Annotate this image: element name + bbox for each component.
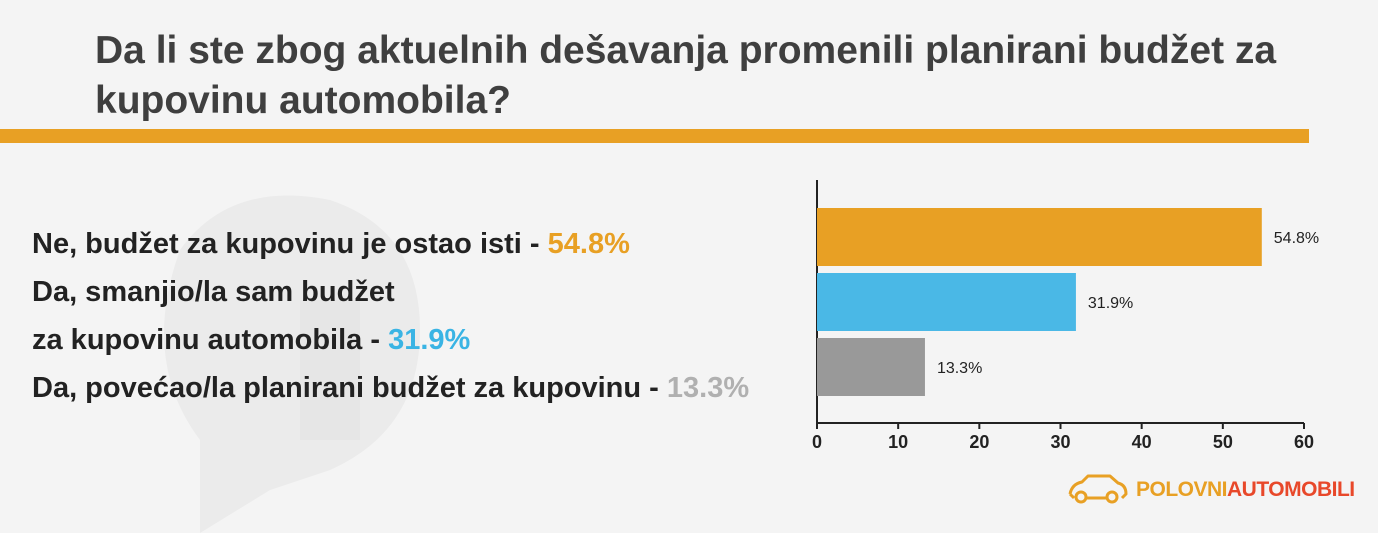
x-tick-label: 0: [812, 432, 822, 452]
car-logo-icon: [1068, 474, 1128, 504]
legend-text: Da, smanjio/la sam budžet: [32, 276, 395, 308]
page-title: Da li ste zbog aktuelnih dešavanja prome…: [95, 29, 1277, 122]
bar-data-label: 13.3%: [937, 360, 982, 377]
legend-text: za kupovinu automobila -: [32, 324, 389, 356]
legend: Ne, budžet za kupovinu je ostao isti - 5…: [32, 220, 749, 412]
brand-name: POLOVNIAUTOMOBILI: [1136, 478, 1355, 502]
x-tick-label: 30: [1050, 432, 1070, 452]
brand-name-part1: POLOVNI: [1136, 478, 1228, 501]
bar-data-label: 54.8%: [1274, 230, 1319, 247]
x-tick-label: 50: [1213, 432, 1233, 452]
legend-row: za kupovinu automobila - 31.9%: [32, 316, 749, 364]
x-tick-label: 20: [969, 432, 989, 452]
bar: [817, 338, 925, 396]
legend-percent: 13.3%: [666, 372, 750, 404]
legend-text: Da, povećao/la planirani budžet za kupov…: [32, 372, 667, 404]
brand-name-part2: AUTOMOBILI: [1227, 478, 1355, 501]
title-underline: [0, 129, 1309, 143]
background-logo-watermark: [164, 195, 420, 533]
legend-text: Ne, budžet za kupovinu je ostao isti -: [32, 228, 548, 260]
legend-row: Da, smanjio/la sam budžet: [32, 268, 749, 316]
bar: [817, 208, 1262, 266]
bar-data-label: 31.9%: [1088, 295, 1133, 312]
x-tick-label: 10: [888, 432, 908, 452]
brand-logo: POLOVNIAUTOMOBILI: [1066, 470, 1355, 510]
x-tick-label: 40: [1132, 432, 1152, 452]
bar-chart: 54.8% 31.9% 13.3% 0 10 20 30 40 50 60: [812, 180, 1319, 452]
bar: [817, 273, 1076, 331]
legend-percent: 31.9%: [388, 324, 471, 356]
x-tick-label: 60: [1294, 432, 1314, 452]
legend-percent: 54.8%: [547, 228, 630, 260]
legend-row: Da, povećao/la planirani budžet za kupov…: [32, 364, 749, 412]
legend-row: Ne, budžet za kupovinu je ostao isti - 5…: [32, 220, 749, 268]
